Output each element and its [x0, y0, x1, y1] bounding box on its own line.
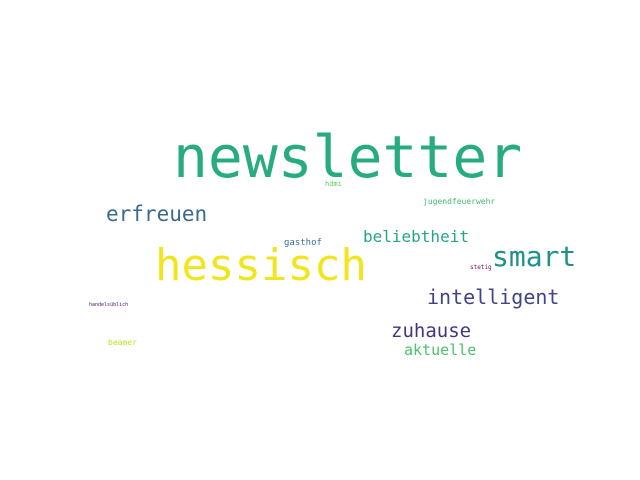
word-smart: smart	[492, 240, 577, 273]
word-beliebtheit: beliebtheit	[363, 227, 469, 246]
word-beamer: beamer	[108, 338, 137, 347]
word-handelsublich: handelsüblich	[89, 302, 129, 308]
word-jugendfeuerwehr: jugendfeuerwehr	[423, 197, 496, 206]
word-hessisch: hessisch	[155, 240, 367, 291]
word-hdmi: hdmi	[325, 180, 342, 188]
word-newsletter: newsletter	[173, 123, 523, 191]
word-erfreuen: erfreuen	[106, 202, 208, 226]
word-intelligent: intelligent	[427, 285, 560, 309]
word-aktuelle: aktuelle	[404, 341, 477, 359]
word-zuhause: zuhause	[391, 320, 472, 342]
word-gasthof: gasthof	[284, 238, 322, 248]
word-stetig: stetig	[470, 264, 492, 271]
